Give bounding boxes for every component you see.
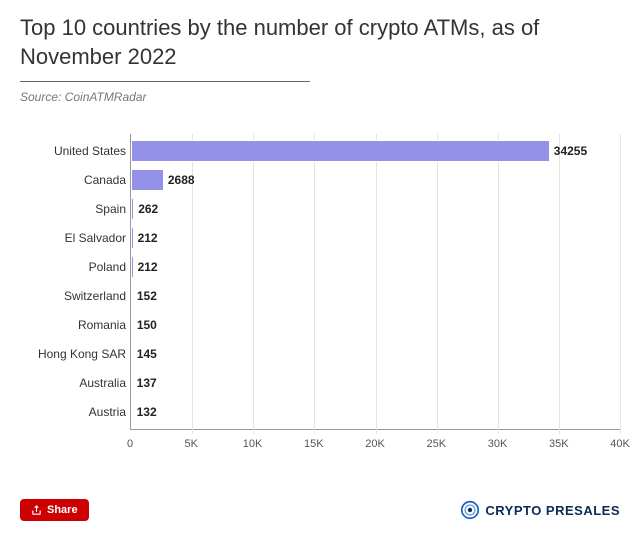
brand-text: CRYPTO PRESALES (485, 503, 620, 518)
bar (131, 227, 134, 249)
bar-value-label: 2688 (168, 173, 195, 187)
x-tick-label: 10K (243, 438, 263, 450)
x-tick-label: 40K (610, 438, 630, 450)
brand-logo: CRYPTO PRESALES (459, 499, 620, 521)
x-axis: 05K10K15K20K25K30K35K40K (130, 434, 620, 454)
bar-value-label: 145 (137, 347, 157, 361)
bar-value-label: 132 (137, 405, 157, 419)
plot-area: 34255 2688 262 212 212 152 150 145 137 132 (130, 134, 620, 430)
bar (131, 314, 133, 336)
bar-row: 212 (131, 256, 620, 278)
category-label: Hong Kong SAR (38, 347, 126, 361)
bar (131, 401, 133, 423)
category-label: United States (54, 144, 126, 158)
x-tick-label: 20K (365, 438, 385, 450)
bar-row: 152 (131, 285, 620, 307)
category-label: Romania (78, 318, 126, 332)
bar-value-label: 152 (137, 289, 157, 303)
bar (131, 140, 550, 162)
brand-icon (459, 499, 481, 521)
bar (131, 256, 134, 278)
bar-row: 34255 (131, 140, 620, 162)
category-axis: United States Canada Spain El Salvador Polan… (20, 134, 126, 430)
bar-row: 150 (131, 314, 620, 336)
bar (131, 372, 133, 394)
share-button[interactable]: Share (20, 499, 89, 521)
category-label: El Salvador (65, 231, 126, 245)
bar-row: 132 (131, 401, 620, 423)
chart-title: Top 10 countries by the number of crypto… (20, 14, 620, 71)
x-tick-label: 15K (304, 438, 324, 450)
bar (131, 285, 133, 307)
grid-line (620, 134, 621, 434)
category-label: Switzerland (64, 289, 126, 303)
x-tick-label: 0 (127, 438, 133, 450)
category-label: Australia (79, 376, 126, 390)
x-tick-label: 30K (488, 438, 508, 450)
bar-chart: United States Canada Spain El Salvador Polan… (20, 134, 620, 454)
bar-value-label: 137 (137, 376, 157, 390)
share-icon (31, 505, 42, 516)
share-button-label: Share (47, 504, 78, 516)
bar-value-label: 212 (138, 231, 158, 245)
bar-row: 262 (131, 198, 620, 220)
bar (131, 169, 164, 191)
x-tick-label: 25K (426, 438, 446, 450)
category-label: Austria (89, 405, 126, 419)
bar-value-label: 150 (137, 318, 157, 332)
category-label: Poland (89, 260, 126, 274)
source-label: Source: CoinATMRadar (20, 90, 620, 104)
bar-row: 2688 (131, 169, 620, 191)
category-label: Canada (84, 173, 126, 187)
title-divider (20, 81, 310, 82)
x-tick-label: 35K (549, 438, 569, 450)
bar-value-label: 212 (138, 260, 158, 274)
bar-row: 137 (131, 372, 620, 394)
bar-row: 212 (131, 227, 620, 249)
bar (131, 343, 133, 365)
bar-row: 145 (131, 343, 620, 365)
bar-value-label: 262 (138, 202, 158, 216)
bar (131, 198, 134, 220)
bar-value-label: 34255 (554, 144, 587, 158)
footer: Share CRYPTO PRESALES (20, 499, 620, 521)
category-label: Spain (95, 202, 126, 216)
x-tick-label: 5K (185, 438, 198, 450)
